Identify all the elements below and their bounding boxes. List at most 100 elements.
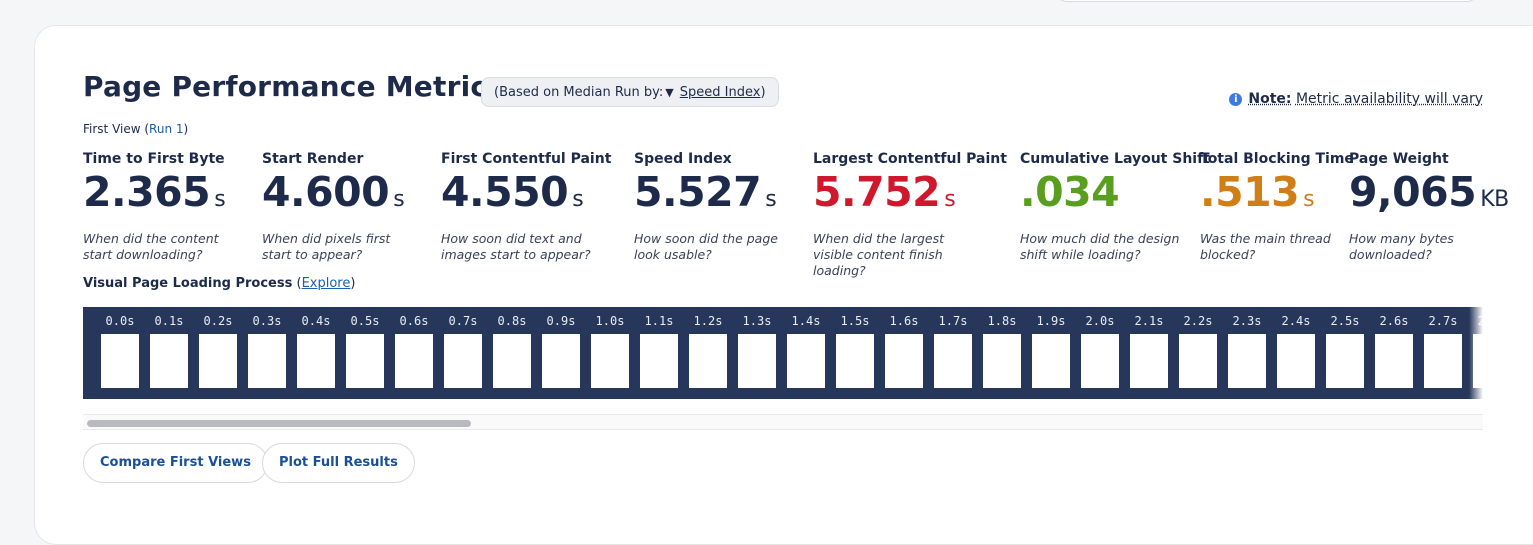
median-metric-link[interactable]: Speed Index [679,85,761,100]
frame-timestamp: 2.7s [1428,314,1458,328]
frame-thumbnail[interactable] [150,334,188,388]
filmstrip-frame[interactable]: 1.5s [830,307,874,399]
frame-timestamp: 0.5s [350,314,380,328]
explore-close: ) [350,276,356,291]
filmstrip-frame[interactable]: 2.7s [1418,307,1462,399]
frame-thumbnail[interactable] [1032,334,1070,388]
metric-first-contentful-paint: First Contentful Paint 4.550 s How soon did… [441,151,611,263]
frame-thumbnail[interactable] [199,334,237,388]
frame-thumbnail[interactable] [1081,334,1119,388]
metric-value: 4.600 s [262,171,422,221]
metric-description: How many bytes downloaded? [1349,231,1454,262]
frame-thumbnail[interactable] [885,334,923,388]
frame-thumbnail[interactable] [248,334,286,388]
filmstrip-frame[interactable]: 0.7s [438,307,482,399]
filmstrip-frame[interactable]: 0.1s [144,307,188,399]
metric-unit: s [1303,187,1315,212]
metric-number: 5.752 [813,168,941,216]
metric-number: 2.365 [83,168,211,216]
filmstrip-frame[interactable]: 2.4s [1271,307,1315,399]
metric-description: How much did the design shift while load… [1020,231,1180,262]
metric-speed-index: Speed Index 5.527 s How soon did the page l… [634,151,794,263]
filmstrip-frame[interactable]: 2.3s [1222,307,1266,399]
explore-open: ( [292,276,302,291]
frame-thumbnail[interactable] [444,334,482,388]
frame-thumbnail[interactable] [1179,334,1217,388]
frame-thumbnail[interactable] [836,334,874,388]
frame-timestamp: 0.1s [154,314,184,328]
frame-thumbnail[interactable] [1326,334,1364,388]
frame-thumbnail[interactable] [542,334,580,388]
filmstrip-frame[interactable]: 0.5s [340,307,384,399]
filmstrip-frame[interactable]: 0.8s [487,307,531,399]
explore-link[interactable]: Explore [301,276,351,291]
search-box[interactable] [1056,0,1478,2]
frame-thumbnail[interactable] [1424,334,1462,388]
frame-timestamp: 2.0s [1085,314,1115,328]
filmstrip-frame[interactable]: 2.2s [1173,307,1217,399]
frame-timestamp: 2.5s [1330,314,1360,328]
frame-thumbnail[interactable] [1228,334,1266,388]
median-run-selector[interactable]: (Based on Median Run by: ▼ Speed Index) [481,77,779,107]
filmstrip-frame[interactable]: 0.4s [291,307,335,399]
filmstrip-frame[interactable]: 1.7s [928,307,972,399]
filmstrip-frame[interactable]: 1.8s [977,307,1021,399]
frame-thumbnail[interactable] [738,334,776,388]
filmstrip-frame[interactable]: 0.2s [193,307,237,399]
metric-description: How soon did text and images start to ap… [441,231,591,262]
frame-thumbnail[interactable] [1277,334,1315,388]
filmstrip-frame[interactable]: 0.3s [242,307,286,399]
plot-full-results-button[interactable]: Plot Full Results [262,443,415,483]
frame-thumbnail[interactable] [1130,334,1168,388]
frame-thumbnail[interactable] [297,334,335,388]
filmstrip-frame[interactable]: 2.5s [1320,307,1364,399]
frame-timestamp: 1.9s [1036,314,1066,328]
filmstrip-frame[interactable]: 1.0s [585,307,629,399]
frame-thumbnail[interactable] [689,334,727,388]
metric-unit: s [765,187,777,212]
run-link[interactable]: Run 1 [149,122,184,136]
filmstrip-frame[interactable]: 2.6s [1369,307,1413,399]
frame-thumbnail[interactable] [1375,334,1413,388]
frame-thumbnail[interactable] [591,334,629,388]
frame-timestamp: 0.7s [448,314,478,328]
metric-label: Largest Contentful Paint [813,151,1007,167]
filmstrip-frame[interactable]: 0.6s [389,307,433,399]
frame-thumbnail[interactable] [101,334,139,388]
frame-timestamp: 2.3s [1232,314,1262,328]
frame-thumbnail[interactable] [983,334,1021,388]
filmstrip[interactable]: 0.0s 0.1s 0.2s 0.3s 0.4s 0.5s 0.6s 0.7s 0.8s 0.9s… [83,307,1483,399]
metric-start-render: Start Render 4.600 s When did pixels first … [262,151,422,263]
frame-thumbnail[interactable] [346,334,384,388]
filmstrip-frame[interactable]: 0.9s [536,307,580,399]
frame-timestamp: 1.6s [889,314,919,328]
metric-label: Speed Index [634,151,732,167]
filmstrip-scrollbar[interactable] [83,414,1483,430]
metric-label: Total Blocking Time [1200,151,1354,167]
metric-label: First Contentful Paint [441,151,612,167]
filmstrip-frame[interactable]: 1.4s [781,307,825,399]
filmstrip-frame[interactable]: 0.0s [95,307,139,399]
metric-description: Was the main thread blocked? [1200,231,1331,262]
frame-thumbnail[interactable] [493,334,531,388]
metric-description: When did the content start downloading? [83,231,219,262]
scrollbar-thumb[interactable] [87,420,471,427]
caret-down-icon: ▼ [665,86,674,99]
filmstrip-frame[interactable]: 2.1s [1124,307,1168,399]
filmstrip-frame[interactable]: 1.9s [1026,307,1070,399]
filmstrip-frame[interactable]: 1.6s [879,307,923,399]
frame-thumbnail[interactable] [395,334,433,388]
frame-thumbnail[interactable] [934,334,972,388]
frame-timestamp: 1.8s [987,314,1017,328]
frame-thumbnail[interactable] [640,334,678,388]
filmstrip-frame[interactable]: 2.0s [1075,307,1119,399]
filmstrip-frame[interactable]: 1.2s [683,307,727,399]
compare-first-views-button[interactable]: Compare First Views [83,443,268,483]
metric-unit: s [214,187,226,212]
filmstrip-frame[interactable]: 1.3s [732,307,776,399]
frame-timestamp: 0.3s [252,314,282,328]
filmstrip-frame[interactable]: 1.1s [634,307,678,399]
metric-page-weight: Page Weight 9,065 KB How many bytes downloa… [1349,151,1509,263]
metric-number: .513 [1200,168,1300,216]
frame-thumbnail[interactable] [787,334,825,388]
